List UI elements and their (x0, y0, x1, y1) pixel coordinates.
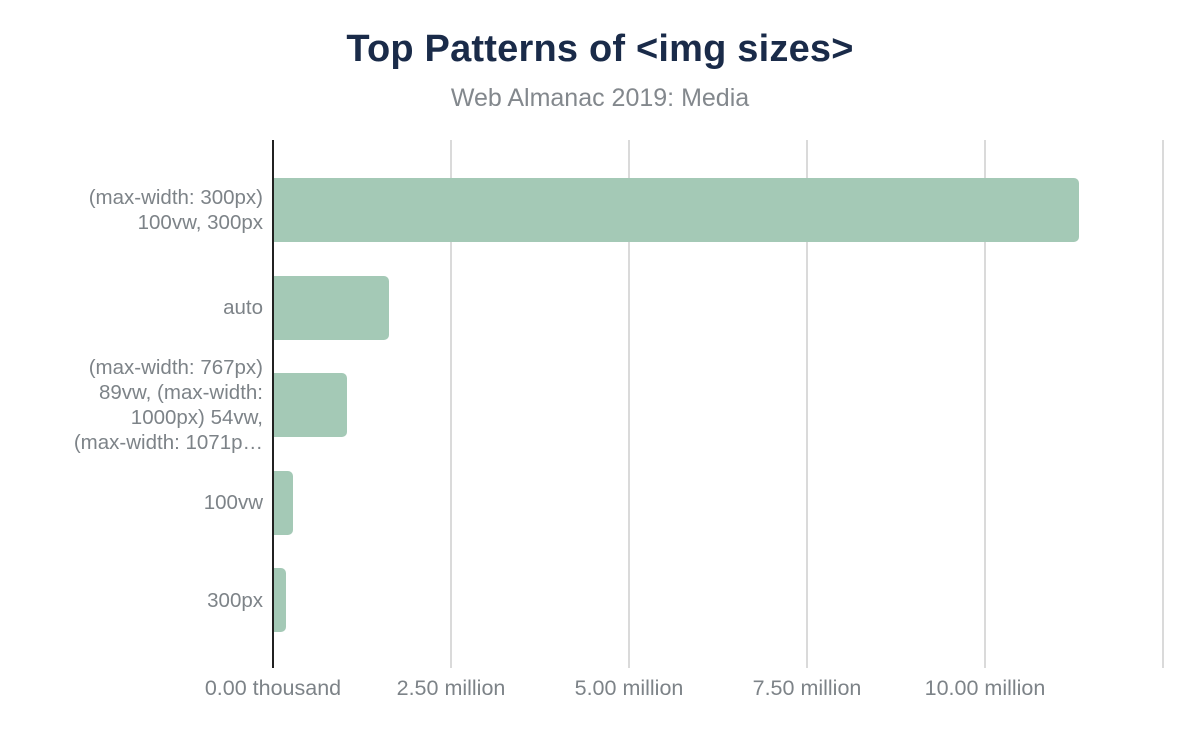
x-gridline (1162, 140, 1164, 668)
bar-5 (274, 568, 287, 632)
bar-1 (274, 178, 1080, 242)
y-axis-line (272, 140, 274, 668)
x-tick-label: 5.00 million (574, 676, 684, 700)
y-tick-label: 100vw (203, 491, 263, 514)
x-tick-label: 0.00 thousand (204, 676, 342, 700)
x-gridline (806, 140, 808, 668)
y-tick-label: (max-width: 767px) 89vw, (max-width: 100… (73, 356, 263, 454)
x-gridline (628, 140, 630, 668)
y-tick-label: (max-width: 300px) 100vw, 300px (88, 186, 263, 234)
bar-3 (274, 373, 348, 437)
x-tick-label: 2.50 million (396, 676, 506, 700)
chart-title: Top Patterns of <img sizes> (346, 28, 854, 70)
bar-2 (274, 275, 389, 340)
chart-subtitle: Web Almanac 2019: Media (450, 84, 750, 112)
bar-4 (274, 470, 294, 535)
y-tick-label: auto (223, 296, 263, 319)
x-tick-label: 10.00 million (924, 676, 1046, 700)
x-gridline (450, 140, 452, 668)
x-gridline (984, 140, 986, 668)
y-tick-label: 300px (207, 588, 263, 612)
x-tick-label: 7.50 million (752, 676, 862, 700)
